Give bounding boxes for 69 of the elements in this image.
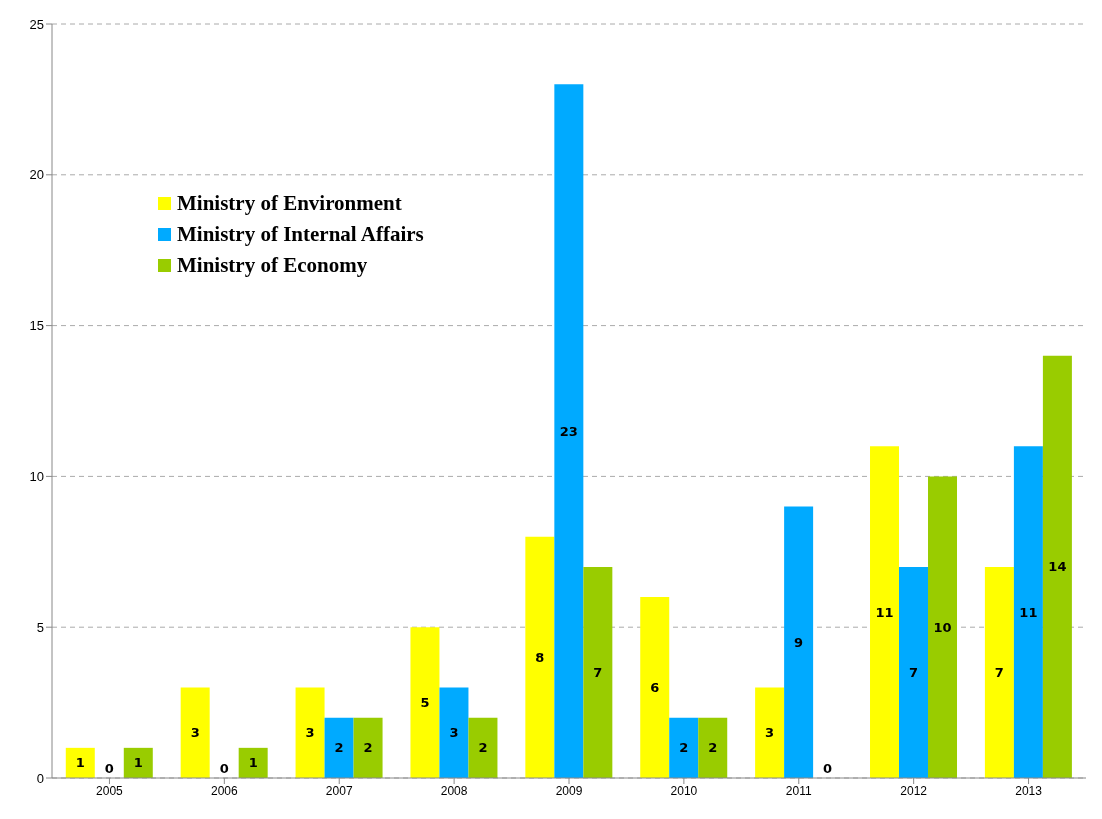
x-tick-label: 2006	[210, 783, 238, 798]
legend-label: Ministry of Economy	[177, 253, 368, 277]
x-tick-label: 2007	[325, 783, 353, 798]
data-label: 2	[708, 740, 718, 756]
bar	[324, 717, 354, 778]
data-label: 9	[794, 634, 804, 650]
data-label: 2	[334, 740, 344, 756]
bar	[899, 566, 929, 778]
bar	[238, 747, 268, 778]
data-label: 14	[1048, 559, 1067, 575]
legend-label: Ministry of Internal Affairs	[177, 222, 424, 246]
data-label: 3	[765, 725, 775, 741]
legend-label: Ministry of Environment	[177, 191, 402, 215]
x-tick-label: 2012	[900, 783, 928, 798]
bar	[870, 446, 900, 778]
y-tick-label: 15	[29, 318, 44, 334]
data-label: 0	[104, 761, 114, 777]
data-label: 5	[420, 695, 430, 711]
data-label: 7	[994, 664, 1004, 680]
bar	[984, 566, 1014, 778]
data-label: 3	[305, 725, 315, 741]
bar	[468, 717, 498, 778]
bar	[180, 687, 210, 778]
y-tick-label: 0	[36, 770, 44, 786]
data-label: 0	[823, 761, 833, 777]
y-tick-label: 20	[29, 167, 44, 183]
data-label: 3	[449, 725, 459, 741]
data-label: 1	[248, 755, 258, 771]
bar	[1042, 355, 1072, 778]
bar	[554, 84, 584, 778]
bar	[525, 536, 555, 778]
x-tick-label: 2008	[440, 783, 468, 798]
x-tick-label: 2009	[555, 783, 583, 798]
data-label: 1	[133, 755, 143, 771]
x-tick-label: 2010	[670, 783, 698, 798]
bar	[1013, 446, 1043, 778]
bar	[123, 747, 153, 778]
bar	[65, 747, 95, 778]
bar	[698, 717, 728, 778]
x-tick-label: 2011	[785, 783, 812, 798]
data-label: 2	[679, 740, 689, 756]
x-tick-label: 2013	[1015, 783, 1043, 798]
bar	[439, 687, 469, 778]
bar	[755, 687, 785, 778]
bar	[669, 717, 699, 778]
data-label: 7	[908, 664, 919, 680]
bar	[353, 717, 383, 778]
data-label: 11	[875, 604, 894, 620]
data-label: 2	[363, 740, 373, 756]
data-label: 6	[650, 680, 660, 696]
data-label: 11	[1019, 604, 1038, 620]
bar	[928, 476, 958, 778]
data-label: 1	[75, 755, 85, 771]
bar	[583, 566, 613, 778]
data-label: 3	[190, 725, 200, 741]
y-tick-label: 10	[29, 469, 44, 485]
bar	[295, 687, 325, 778]
data-label: 0	[219, 761, 229, 777]
data-label: 7	[593, 664, 603, 680]
data-label: 23	[559, 423, 578, 439]
x-tick-label: 2005	[96, 783, 124, 798]
data-label: 2	[478, 740, 488, 756]
data-label: 8	[535, 649, 545, 665]
y-tick-label: 5	[36, 619, 44, 635]
bar	[640, 597, 670, 778]
bar	[784, 506, 814, 778]
y-tick-label: 25	[29, 16, 44, 32]
data-label: 10	[933, 619, 952, 635]
bar	[410, 627, 440, 778]
